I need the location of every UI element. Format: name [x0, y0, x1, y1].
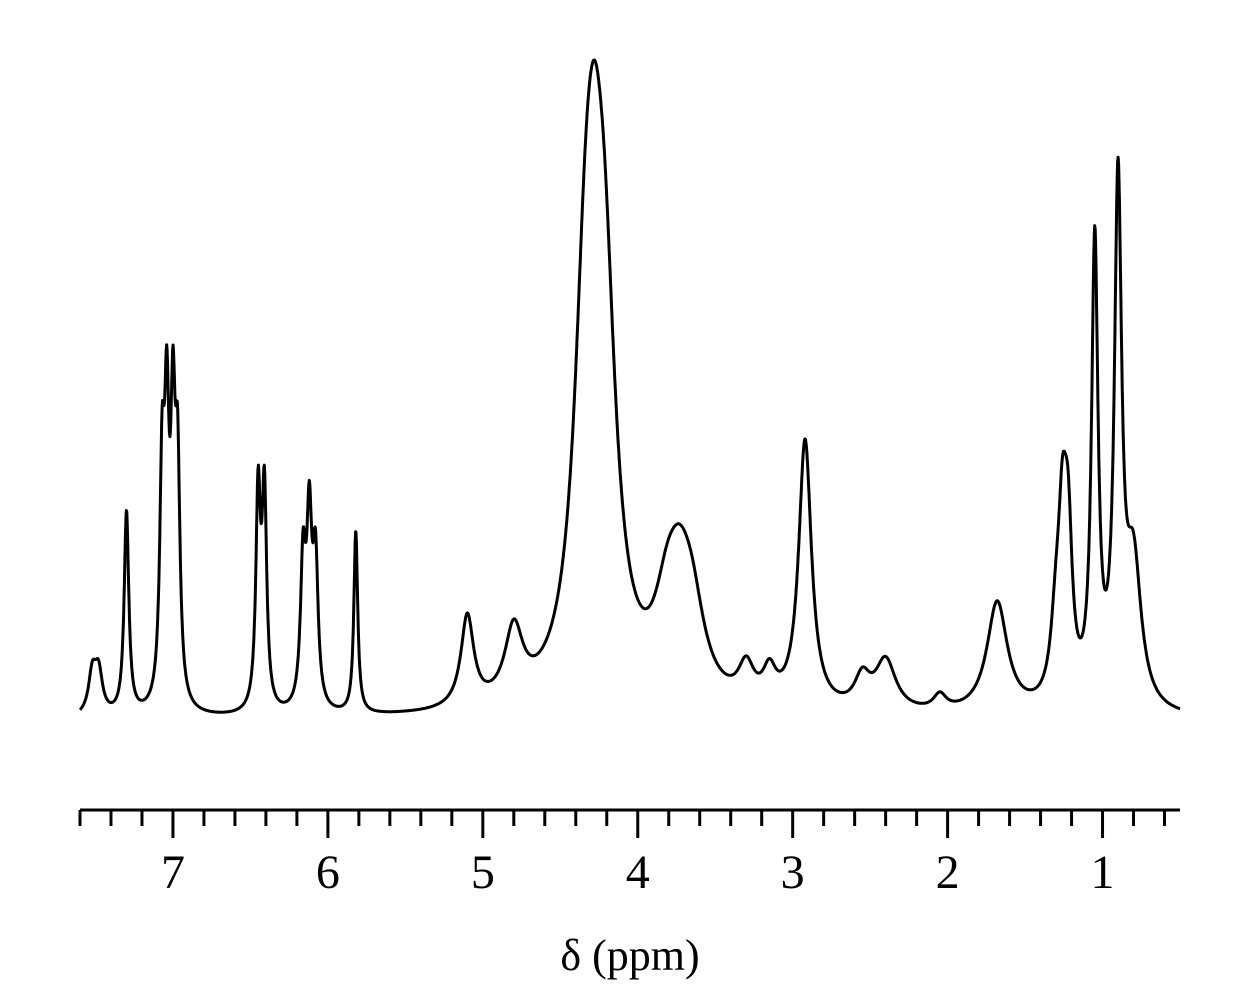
- nmr-spectrum-chart: 7 6 5 4 3 2 1 δ (ppm): [0, 0, 1243, 985]
- x-axis-tick-label: 1: [1091, 845, 1115, 900]
- x-axis-tick-label: 3: [781, 845, 805, 900]
- x-axis-tick-label: 5: [471, 845, 495, 900]
- spectrum-plot: [0, 0, 1243, 985]
- x-axis-label: δ (ppm): [560, 930, 699, 981]
- x-axis-tick-label: 4: [626, 845, 650, 900]
- x-axis-tick-label: 7: [161, 845, 185, 900]
- x-axis-tick-label: 2: [936, 845, 960, 900]
- x-axis-tick-label: 6: [316, 845, 340, 900]
- spectrum-trace: [80, 60, 1180, 712]
